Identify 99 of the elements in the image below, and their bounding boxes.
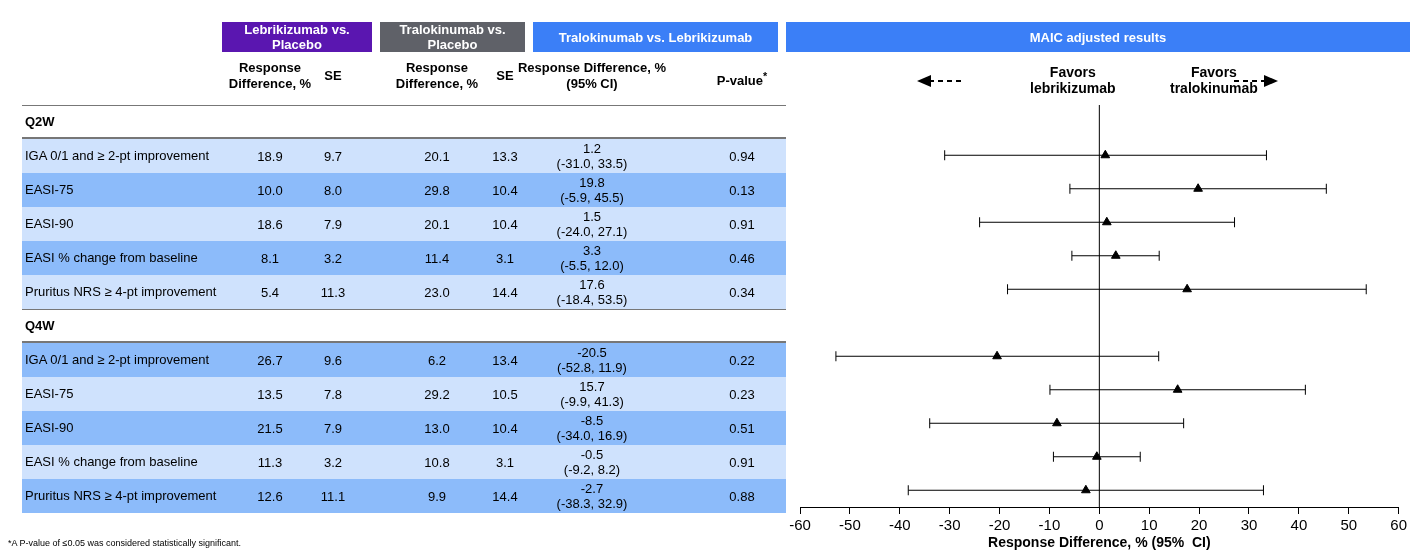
- x-tick-label: 40: [1290, 516, 1308, 534]
- category-label: Pruritus NRS ≥ 4-pt improvement: [25, 488, 218, 503]
- data-label: 29.8: [424, 182, 450, 198]
- data-label: 7.8: [323, 386, 343, 402]
- category-label: IGA 0/1 and ≥ 2-pt improvement: [25, 148, 211, 163]
- legend-label: SE: [496, 68, 514, 84]
- legend-label: Response Difference, %: [395, 60, 479, 92]
- data-label: 17.6 (-18.4, 53.5): [556, 277, 628, 307]
- data-label: 14.4: [492, 488, 518, 504]
- x-tick-label: 0: [1095, 516, 1104, 534]
- x-tick-label: 20: [1190, 516, 1208, 534]
- text: Favors lebrikizumab: [1030, 64, 1116, 96]
- text: Favors tralokinumab: [1170, 64, 1258, 96]
- data-label: 6.2: [427, 352, 447, 368]
- data-label: 9.7: [323, 148, 343, 164]
- data-label: 11.3: [320, 284, 346, 300]
- category-label: Q4W: [25, 318, 56, 333]
- data-label: 10.4: [492, 182, 518, 198]
- data-label: 21.5: [257, 420, 283, 436]
- x-tick-label: -20: [988, 516, 1011, 534]
- data-label: 18.9: [257, 148, 283, 164]
- legend-label: Response Difference, % (95% CI): [517, 60, 667, 92]
- data-label: 7.9: [323, 216, 343, 232]
- data-label: 8.0: [323, 182, 343, 198]
- data-label: 10.4: [492, 420, 518, 436]
- data-label: 13.4: [492, 352, 518, 368]
- data-label: 0.94: [729, 148, 755, 164]
- data-label: 10.8: [424, 454, 450, 470]
- data-label: 3.1: [495, 250, 515, 266]
- data-label: 5.4: [260, 284, 280, 300]
- data-label: 3.2: [323, 454, 343, 470]
- x-tick-label: -60: [789, 516, 811, 534]
- data-label: 10.4: [492, 216, 518, 232]
- data-label: 1.5 (-24.0, 27.1): [556, 209, 628, 239]
- data-label: 13.5: [257, 386, 283, 402]
- data-label: 3.3 (-5.5, 12.0): [560, 243, 624, 273]
- data-label: 12.6: [257, 488, 283, 504]
- chart-title: MAIC adjusted results: [786, 22, 1410, 52]
- x-tick-label: 50: [1340, 516, 1358, 534]
- data-label: 29.2: [424, 386, 450, 402]
- data-label: -0.5 (-9.2, 8.2): [563, 447, 621, 477]
- data-label: 9.6: [323, 352, 343, 368]
- x-tick-label: -30: [938, 516, 961, 534]
- x-tick-label: -40: [888, 516, 911, 534]
- data-label: 8.1: [260, 250, 280, 266]
- x-tick-label: -50: [839, 516, 861, 534]
- category-label: Q2W: [25, 114, 56, 129]
- data-label: 0.46: [729, 250, 755, 266]
- data-label: 3.2: [323, 250, 343, 266]
- data-label: 10.5: [492, 386, 518, 402]
- data-label: -2.7 (-38.3, 32.9): [556, 481, 628, 511]
- data-label: 10.0: [257, 182, 283, 198]
- data-label: 11.3: [257, 454, 283, 470]
- text: Tralokinumab vs. Placebo: [380, 22, 525, 52]
- data-label: 1.2 (-31.0, 33.5): [556, 141, 628, 171]
- data-label: 9.9: [427, 488, 447, 504]
- x-tick-label: -10: [1038, 516, 1061, 534]
- category-label: EASI % change from baseline: [25, 454, 199, 469]
- data-label: 23.0: [424, 284, 450, 300]
- category-label: EASI-75: [25, 386, 75, 401]
- data-label: 0.34: [729, 284, 755, 300]
- x-axis-title: Response Difference, % (95% CI): [988, 534, 1211, 551]
- text: Tralokinumab vs. Lebrikizumab: [533, 22, 778, 52]
- data-label: 20.1: [424, 148, 450, 164]
- data-label: 20.1: [424, 216, 450, 232]
- legend-label: SE: [324, 68, 342, 84]
- data-label: 11.1: [320, 488, 346, 504]
- data-label: 0.51: [729, 420, 755, 436]
- x-tick-label: 30: [1240, 516, 1258, 534]
- legend-label: P-value$^{*}$: [716, 69, 768, 90]
- data-label: 0.23: [729, 386, 755, 402]
- text: *A P-value of ≤0.05 was considered statistically significant.: [8, 538, 242, 548]
- x-tick-label: 10: [1140, 516, 1158, 534]
- category-label: EASI-90: [25, 420, 75, 435]
- data-label: 0.22: [729, 352, 755, 368]
- data-label: 7.9: [323, 420, 343, 436]
- data-label: 13.0: [424, 420, 450, 436]
- category-label: EASI-75: [25, 182, 75, 197]
- category-label: EASI % change from baseline: [25, 250, 199, 265]
- text: Lebrikizumab vs. Placebo: [222, 22, 372, 52]
- data-label: 0.88: [729, 488, 755, 504]
- legend-label: Response Difference, %: [228, 60, 312, 92]
- data-label: 3.1: [495, 454, 515, 470]
- data-label: 0.91: [729, 216, 755, 232]
- data-label: 19.8 (-5.9, 45.5): [560, 175, 624, 205]
- data-label: 0.91: [729, 454, 755, 470]
- x-tick-label: 60: [1390, 516, 1407, 534]
- data-label: -8.5 (-34.0, 16.9): [556, 413, 628, 443]
- category-label: Pruritus NRS ≥ 4-pt improvement: [25, 284, 218, 299]
- data-label: 11.4: [424, 250, 450, 266]
- data-label: 26.7: [257, 352, 283, 368]
- data-label: -20.5 (-52.8, 11.9): [557, 345, 627, 375]
- category-label: EASI-90: [25, 216, 75, 231]
- category-label: IGA 0/1 and ≥ 2-pt improvement: [25, 352, 211, 367]
- data-label: 18.6: [257, 216, 283, 232]
- data-label: 14.4: [492, 284, 518, 300]
- data-label: 0.13: [729, 182, 755, 198]
- data-label: 13.3: [492, 148, 518, 164]
- data-label: 15.7 (-9.9, 41.3): [560, 379, 624, 409]
